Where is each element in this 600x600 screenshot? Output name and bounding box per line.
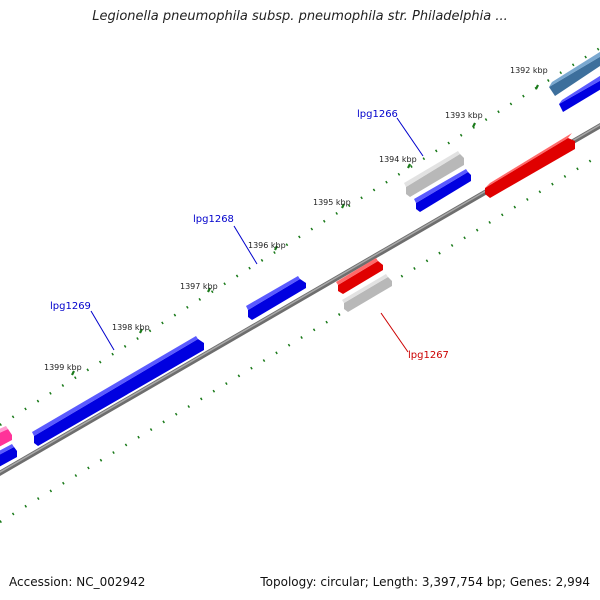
leader-line-lpg1267 [380, 312, 409, 353]
outer-tick-row [0, 46, 600, 427]
gene-feature-lpg1267[interactable] [338, 261, 383, 294]
gene-label-lpg1269[interactable]: lpg1269 [50, 301, 91, 312]
genome-stats-text: Topology: circular; Length: 3,397,754 bp… [260, 575, 590, 589]
gene-feature-lpg1267-rna[interactable] [344, 277, 392, 312]
genome-title: Legionella pneumophila subsp. pneumophil… [92, 9, 508, 24]
major-ticks [71, 84, 539, 376]
gene-label-lpg1266[interactable]: lpg1266 [357, 109, 398, 120]
gene-label-lpg1268[interactable]: lpg1268 [193, 214, 234, 225]
leader-line-lpg1269 [90, 310, 115, 351]
gene-feature-plus[interactable] [416, 172, 471, 212]
gene-label-lpg1267[interactable]: lpg1267 [408, 350, 449, 361]
leader-line-lpg1268 [233, 225, 258, 265]
gene-feature-plus[interactable] [0, 447, 17, 468]
gene-feature-pseudo[interactable] [0, 429, 12, 448]
kbp-label-1398: 1398 kbp [112, 323, 150, 332]
kbp-label-1392: 1392 kbp [510, 66, 548, 75]
kbp-label-1395: 1395 kbp [313, 198, 351, 207]
gene-feature-plus[interactable] [559, 79, 600, 112]
gene-feature-lpg1266[interactable] [406, 154, 464, 197]
accession-text: Accession: NC_002942 [9, 575, 146, 589]
kbp-label-1396: 1396 kbp [248, 241, 286, 250]
gene-feature-minus[interactable] [485, 138, 575, 198]
kbp-label-1397: 1397 kbp [180, 282, 218, 291]
kbp-label-1394: 1394 kbp [379, 155, 417, 164]
inner-tick-row [0, 153, 600, 524]
gene-feature-other[interactable] [549, 55, 600, 96]
gene-feature-lpg1268[interactable] [248, 279, 306, 320]
kbp-label-1399: 1399 kbp [44, 363, 82, 372]
kbp-label-1393: 1393 kbp [445, 111, 483, 120]
leader-line-lpg1266 [396, 117, 424, 157]
gene-feature-lpg1269[interactable] [34, 339, 204, 446]
